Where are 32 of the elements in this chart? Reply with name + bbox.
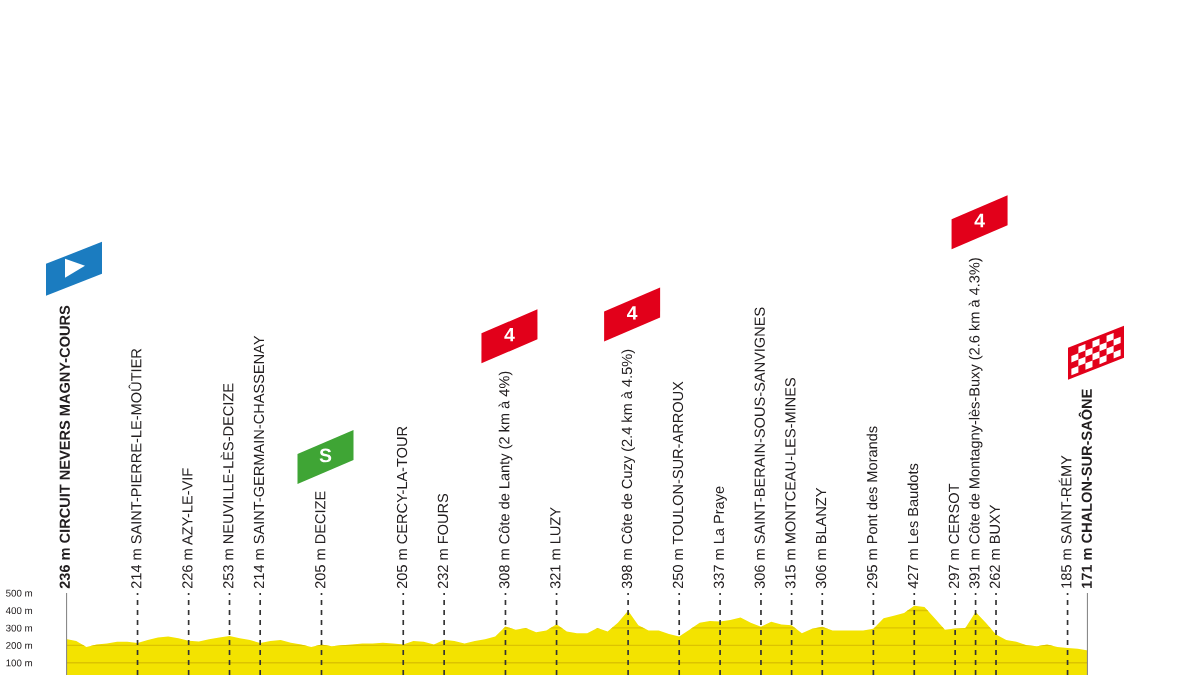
x-tick-label: 321 m LUZY [550, 507, 561, 589]
x-tick-label: 185 m SAINT-RÉMY [1058, 455, 1072, 588]
x-tick-label: 295 m Pont des Morands [866, 426, 878, 589]
x-tick-label: 398 m Côte de Cuzy (2.4 km à 4.5%) [621, 349, 635, 589]
x-tick-label: 226 m AZY-LE-VIF [182, 468, 193, 589]
x-tick-label: 427 m Les Baudots [907, 463, 919, 589]
y-tick-label: 300 m [6, 624, 33, 632]
text: S [319, 448, 332, 463]
x-tick-label: 262 m BUXY [989, 504, 1000, 589]
y-tick-label: 400 m [5, 607, 33, 615]
x-tick-label: 315 m MONTCEAU-LES-MINES [785, 378, 796, 589]
x-tick-label: 205 m CERCY-LA-TOUR [396, 426, 408, 589]
x-tick-label: 253 m NEUVILLE-LÈS-DECIZE [220, 383, 234, 589]
text: 4 [974, 213, 985, 228]
x-tick-label: 308 m Côte de Lanty (2 km à 4%) [498, 371, 513, 589]
x-tick-label: 297 m CERSOT [948, 483, 960, 589]
x-tick-label: 214 m SAINT-GERMAIN-CHASSENAY [253, 335, 265, 589]
text: 4 [626, 306, 638, 320]
x-tick-label: 232 m FOURS [437, 493, 449, 589]
y-tick-label: 100 m [6, 659, 33, 667]
x-tick-label: 306 m SAINT-BERAIN-SOUS-SANVIGNES [754, 307, 765, 589]
x-tick-label: 306 m BLANZY [815, 487, 827, 589]
y-tick-label: 500 m [6, 589, 33, 597]
x-tick-label: 236 m CIRCUIT NEVERS MAGNY-COURS [59, 305, 70, 589]
x-tick-label: 205 m DECIZE [315, 491, 326, 589]
x-tick-label: 337 m La Praye [713, 486, 727, 589]
x-tick-label: 171 m CHALON-SUR-SAÔNE [1078, 389, 1092, 588]
y-tick-label: 200 m [6, 642, 33, 649]
text: 4 [504, 327, 515, 342]
x-tick-label: 250 m TOULON-SUR-ARROUX [672, 381, 684, 589]
x-tick-label: 214 m SAINT-PIERRE-LE-MOÛTIER [128, 348, 142, 589]
x-tick-label: 391 m Côte de Montagny-lès-Buxy (2.6 km à 4.3%) [968, 258, 983, 589]
